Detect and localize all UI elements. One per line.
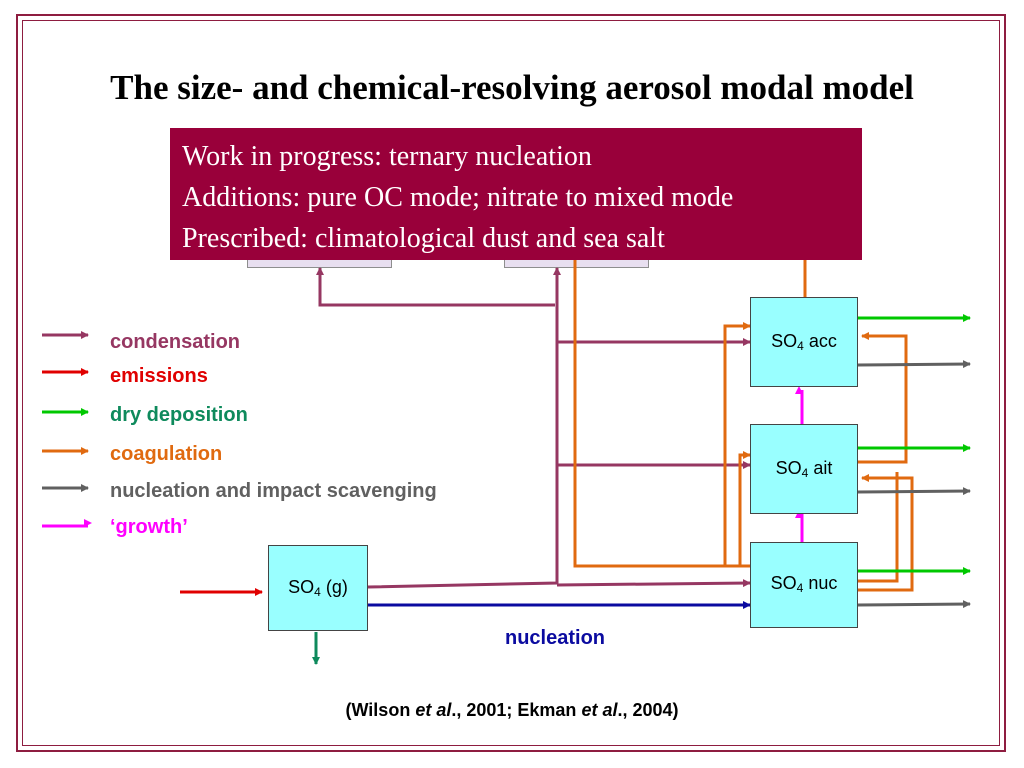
mode-box-so4-ait: SO4 ait xyxy=(750,424,858,514)
legend-label-dry-deposition: dry deposition xyxy=(110,404,248,426)
mode-box-so4-nuc: SO4 nuc xyxy=(750,542,858,628)
legend-label-emissions: emissions xyxy=(110,365,208,387)
slide-title: The size- and chemical-resolving aerosol… xyxy=(110,68,914,107)
legend-label-scavenging: nucleation and impact scavenging xyxy=(110,480,437,502)
info-line: Work in progress: ternary nucleation xyxy=(182,141,592,172)
nucleation-label: nucleation xyxy=(505,627,606,649)
slide-frame-inner xyxy=(22,20,1000,746)
mode-box-so4-acc: SO4 acc xyxy=(750,297,858,387)
slide-frame-outer xyxy=(16,14,1006,752)
condensation-arrows xyxy=(316,267,751,589)
info-line: Additions: pure OC mode; nitrate to mixe… xyxy=(182,182,734,213)
legend-label-condensation: condensation xyxy=(110,331,241,353)
citation: (Wilson et al., 2001; Ekman et al., 2004… xyxy=(345,700,679,720)
info-box: Work in progress: ternary nucleation Add… xyxy=(170,128,862,260)
legend-label-growth: ‘growth’ xyxy=(110,516,188,538)
scavenging-arrows xyxy=(856,360,971,609)
mode-box-so4-gas: SO4 (g) xyxy=(268,545,368,631)
mode-label: SO4 (g) xyxy=(288,577,348,599)
dry-deposition-arrows xyxy=(857,314,971,575)
mode-label: SO4 ait xyxy=(775,458,833,480)
legend-arrows xyxy=(42,331,92,528)
coagulation-arrows xyxy=(573,258,914,592)
mode-label: SO4 nuc xyxy=(770,573,838,595)
info-line: Prescribed: climatological dust and sea … xyxy=(182,223,665,254)
mode-label: SO4 acc xyxy=(771,331,837,353)
legend-label-coagulation: coagulation xyxy=(110,443,223,465)
